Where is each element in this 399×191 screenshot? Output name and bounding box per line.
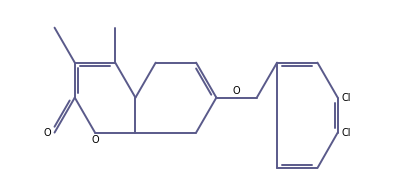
Text: O: O bbox=[91, 135, 99, 145]
Text: Cl: Cl bbox=[341, 128, 351, 138]
Text: Cl: Cl bbox=[341, 93, 351, 103]
Text: O: O bbox=[233, 86, 240, 96]
Text: O: O bbox=[43, 128, 51, 138]
